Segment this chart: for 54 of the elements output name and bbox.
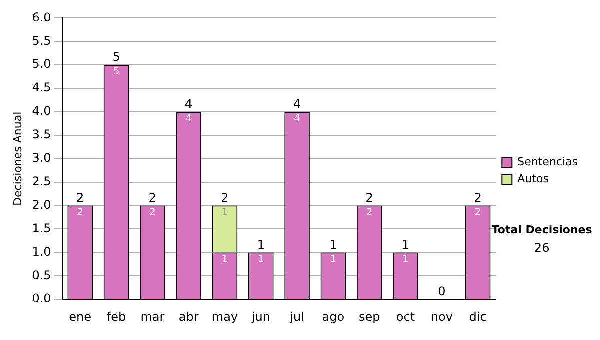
y-tick-label: 5.0: [32, 57, 52, 72]
data-label: 2: [474, 207, 482, 218]
y-tick-label: 1.5: [32, 221, 52, 236]
y-tick-label: 5.5: [32, 34, 52, 48]
data-label: 1: [402, 254, 409, 266]
data-label: 1: [258, 254, 264, 266]
total-label: 2: [221, 190, 229, 205]
total-label: 1: [330, 238, 338, 252]
legend-label: Sentencias: [518, 155, 578, 168]
data-label: 4: [186, 114, 192, 125]
y-tick-label: 0.0: [32, 292, 52, 306]
x-tick-label: jul: [289, 310, 304, 324]
y-tick-label: 6.0: [32, 10, 52, 24]
data-label: 2: [149, 207, 156, 218]
total-label: 2: [148, 190, 156, 205]
total-label: 4: [293, 97, 302, 112]
total-label: 1: [402, 238, 410, 252]
x-tick-label: dic: [469, 310, 487, 324]
x-tick-label: sep: [358, 310, 380, 324]
x-tick-label: oct: [396, 310, 416, 324]
y-tick-label: 3.0: [32, 151, 52, 166]
x-tick-label: ago: [322, 310, 345, 324]
y-tick-label: 2.5: [32, 174, 52, 188]
y-tick-label: 0.5: [32, 268, 52, 282]
annotation: Total Decisiones: [492, 223, 593, 236]
data-label: 5: [113, 66, 120, 78]
legend-label: Autos: [518, 172, 550, 186]
total-label: 1: [257, 238, 265, 252]
total-label: 2: [366, 190, 374, 205]
y-tick-label: 3.5: [32, 128, 52, 142]
x-tick-label: mar: [140, 310, 165, 324]
total-label: 2: [76, 190, 84, 205]
y-tick-label: 1.0: [32, 244, 52, 259]
y-tick-label: 4.0: [32, 104, 52, 118]
y-tick-label: 2.0: [32, 198, 52, 212]
data-label: 1: [330, 254, 337, 266]
x-tick-label: ene: [69, 310, 92, 324]
data-label: 1: [222, 207, 228, 218]
text: 26: [534, 241, 550, 256]
x-tick-label: jun: [250, 310, 270, 324]
x-tick-label: feb: [106, 310, 126, 324]
total-label: 0: [438, 284, 446, 299]
data-label: 2: [77, 207, 84, 218]
total-label: 4: [185, 97, 193, 112]
x-tick-label: nov: [430, 310, 453, 324]
x-tick-label: abr: [178, 310, 199, 324]
x-tick-label: may: [212, 310, 238, 324]
data-label: 4: [294, 114, 300, 125]
y-tick-label: 4.5: [32, 80, 52, 95]
total-label: 5: [112, 50, 120, 64]
data-label: 1: [222, 254, 228, 266]
total-label: 2: [474, 190, 482, 205]
y-axis-title: Decisiones Anual: [11, 112, 24, 206]
data-label: 2: [366, 207, 373, 218]
